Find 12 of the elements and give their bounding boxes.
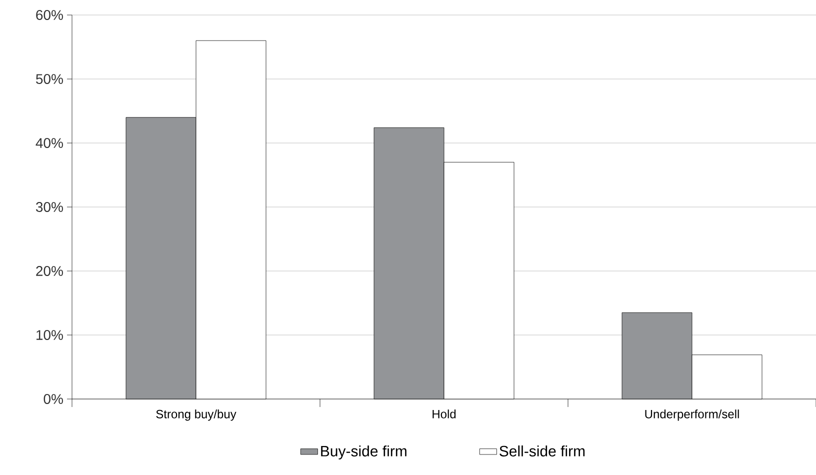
x-tick-label: Hold: [432, 410, 456, 418]
y-tick-label: 0%: [44, 394, 63, 404]
x-tick-label: Strong buy/buy: [156, 410, 236, 421]
y-tick-label: 40%: [36, 138, 63, 148]
x-tick-label: Underperform/sell: [645, 410, 739, 421]
y-tick-label: 50%: [36, 74, 63, 84]
y-tick-label: 30%: [36, 202, 63, 212]
legend-label: Buy-side firm: [321, 445, 406, 460]
legend-label: Sell-side firm: [500, 445, 585, 456]
y-tick-label: 10%: [36, 330, 63, 340]
y-tick-label: 20%: [36, 266, 63, 276]
y-tick-label: 60%: [36, 10, 63, 20]
